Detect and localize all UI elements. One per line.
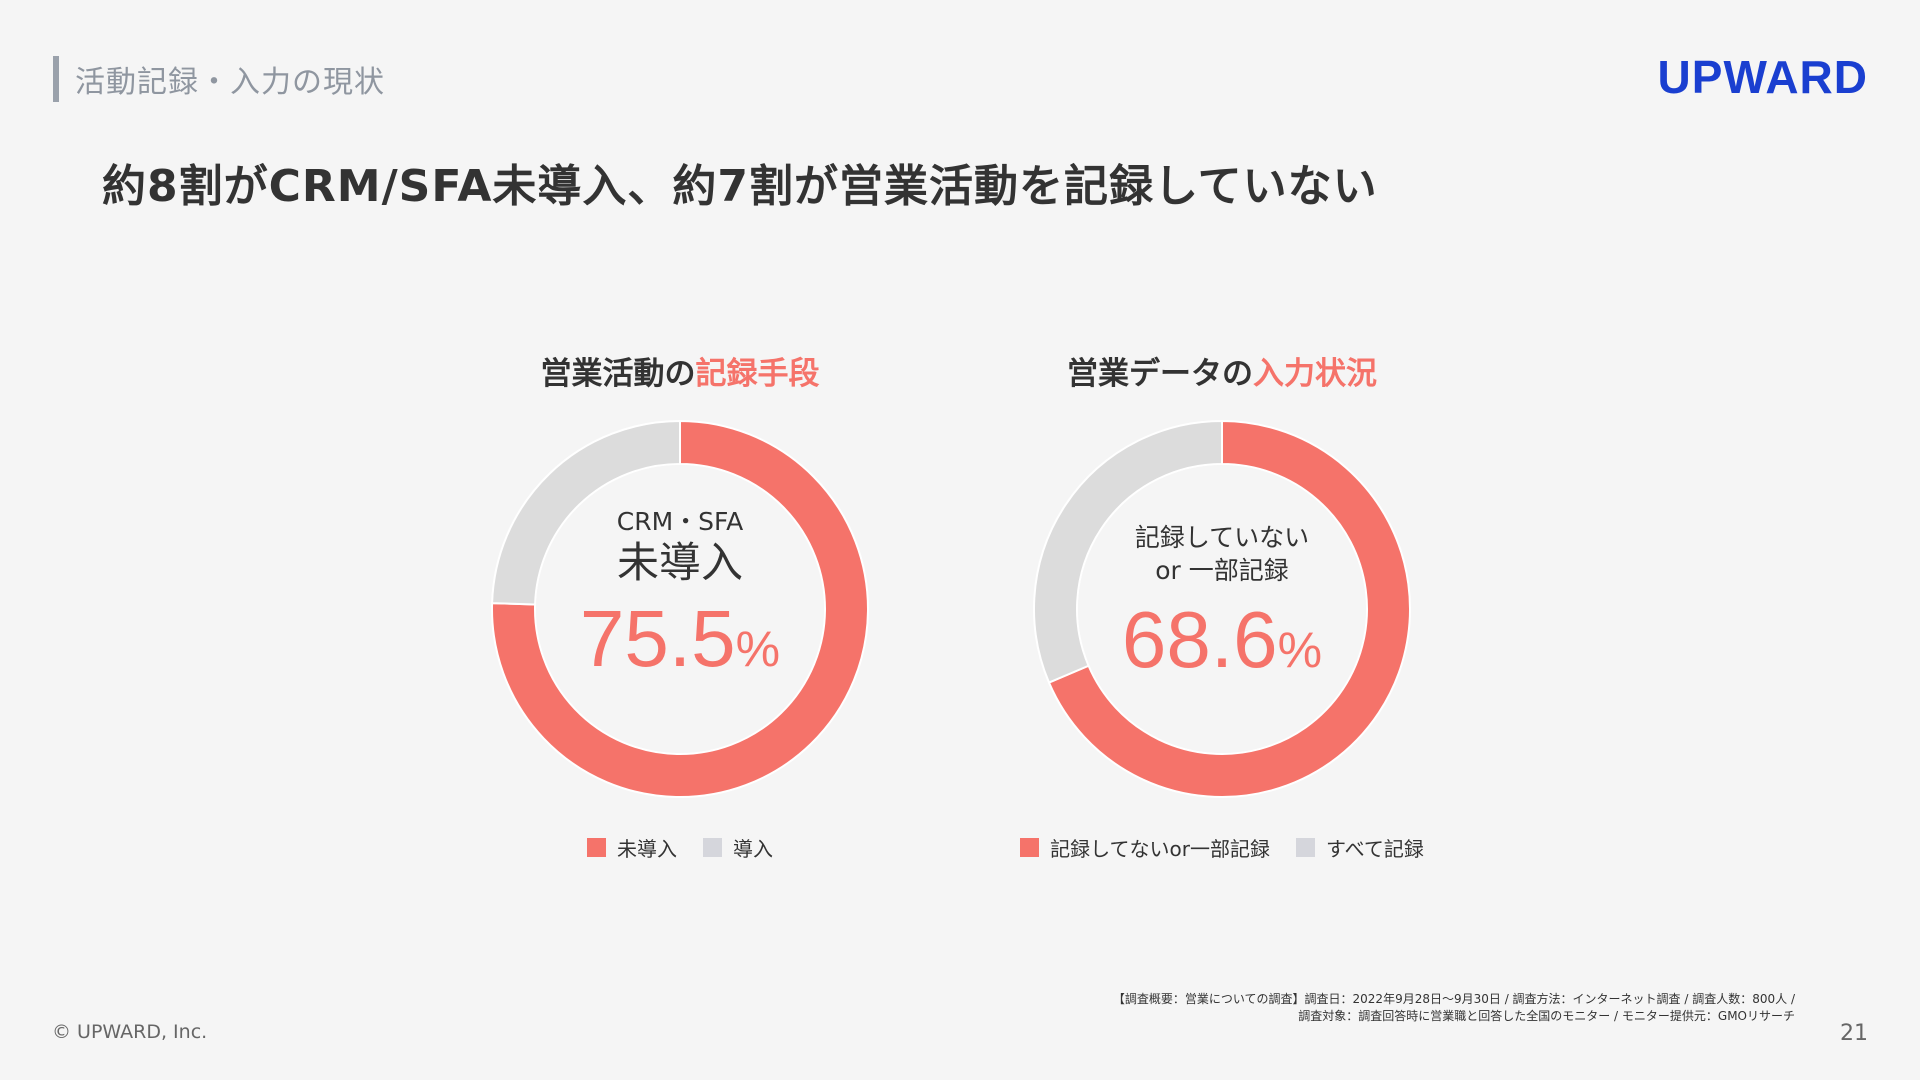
legend-swatch [587, 838, 606, 857]
chart-legend: 未導入 導入 [440, 833, 920, 862]
donut-slice-secondary [1033, 419, 1223, 684]
center-main-label: 未導入 [616, 538, 743, 587]
donut-center-label: 記録していない or 一部記録 68.6% [1032, 521, 1412, 695]
chart-legend: 記録してないor一部記録 すべて記録 [982, 833, 1462, 862]
upward-logo: UPWARD [1657, 51, 1868, 103]
chart-title-highlight: 記録手段 [695, 356, 820, 392]
legend-label: 未導入 [617, 837, 677, 861]
center-line-1: 記録していない [1134, 523, 1310, 552]
legend-item: 導入 [703, 833, 773, 862]
chart-title-plain: 営業データの [1067, 356, 1253, 392]
donut-chart: CRM・SFA 未導入 75.5% [490, 419, 870, 799]
center-value-number: 68.6 [1121, 595, 1278, 684]
center-value: 75.5% [490, 594, 870, 694]
legend-swatch [703, 838, 722, 857]
center-line-2: or 一部記録 [1155, 556, 1289, 585]
footnote-line: 【調査概要：営業についての調査】調査日：2022年9月28日〜9月30日 / 調… [1112, 992, 1795, 1006]
donut-center-label: CRM・SFA 未導入 75.5% [490, 505, 870, 694]
survey-footnote: 【調査概要：営業についての調査】調査日：2022年9月28日〜9月30日 / 調… [1113, 991, 1795, 1025]
center-sub-label: CRM・SFA [616, 507, 744, 536]
legend-label: 記録してないor一部記録 [1050, 837, 1271, 861]
legend-label: 導入 [733, 837, 773, 861]
footnote-line: 調査対象：調査回答時に営業職と回答した全国のモニター / モニター提供元：GMO… [1298, 1009, 1795, 1023]
copyright: © UPWARD, Inc. [52, 1021, 208, 1043]
legend-label: すべて記録 [1326, 837, 1424, 861]
chart-title-highlight: 入力状況 [1253, 356, 1377, 392]
donut-hole [1078, 465, 1366, 753]
chart-title: 営業活動の記録手段 [440, 348, 920, 393]
chart-title-plain: 営業活動の [540, 356, 696, 392]
donut-svg [1033, 419, 1411, 798]
section-accent-bar [53, 56, 59, 102]
donut-svg [491, 419, 869, 798]
center-value-unit: % [735, 621, 781, 677]
section-header: 活動記録・入力の現状 [53, 56, 385, 102]
page-number: 21 [1840, 1021, 1868, 1046]
slide-title: 約8割がCRM/SFA未導入、約7割が営業活動を記録していない [102, 161, 1378, 212]
legend-swatch [1296, 838, 1316, 857]
chart-recording-method: 営業活動の記録手段 CRM・SFA 未導入 75.5% 未導入 導入 [440, 348, 920, 862]
chart-title: 営業データの入力状況 [982, 348, 1462, 393]
legend-item: 未導入 [587, 833, 677, 862]
legend-item: 記録してないor一部記録 [1020, 833, 1270, 862]
legend-swatch [1020, 838, 1040, 857]
legend-item: すべて記録 [1296, 833, 1424, 862]
center-value-number: 75.5 [579, 594, 736, 683]
donut-slice-secondary [491, 419, 681, 606]
section-label: 活動記録・入力の現状 [75, 65, 385, 100]
chart-data-input-status: 営業データの入力状況 記録していない or 一部記録 68.6% 記録してないo… [982, 348, 1462, 862]
donut-hole [536, 465, 824, 753]
center-value: 68.6% [1032, 595, 1412, 695]
donut-slice-primary [491, 419, 869, 798]
center-value-unit: % [1277, 622, 1323, 678]
donut-slice-primary [1047, 419, 1411, 798]
donut-chart: 記録していない or 一部記録 68.6% [1032, 419, 1412, 799]
